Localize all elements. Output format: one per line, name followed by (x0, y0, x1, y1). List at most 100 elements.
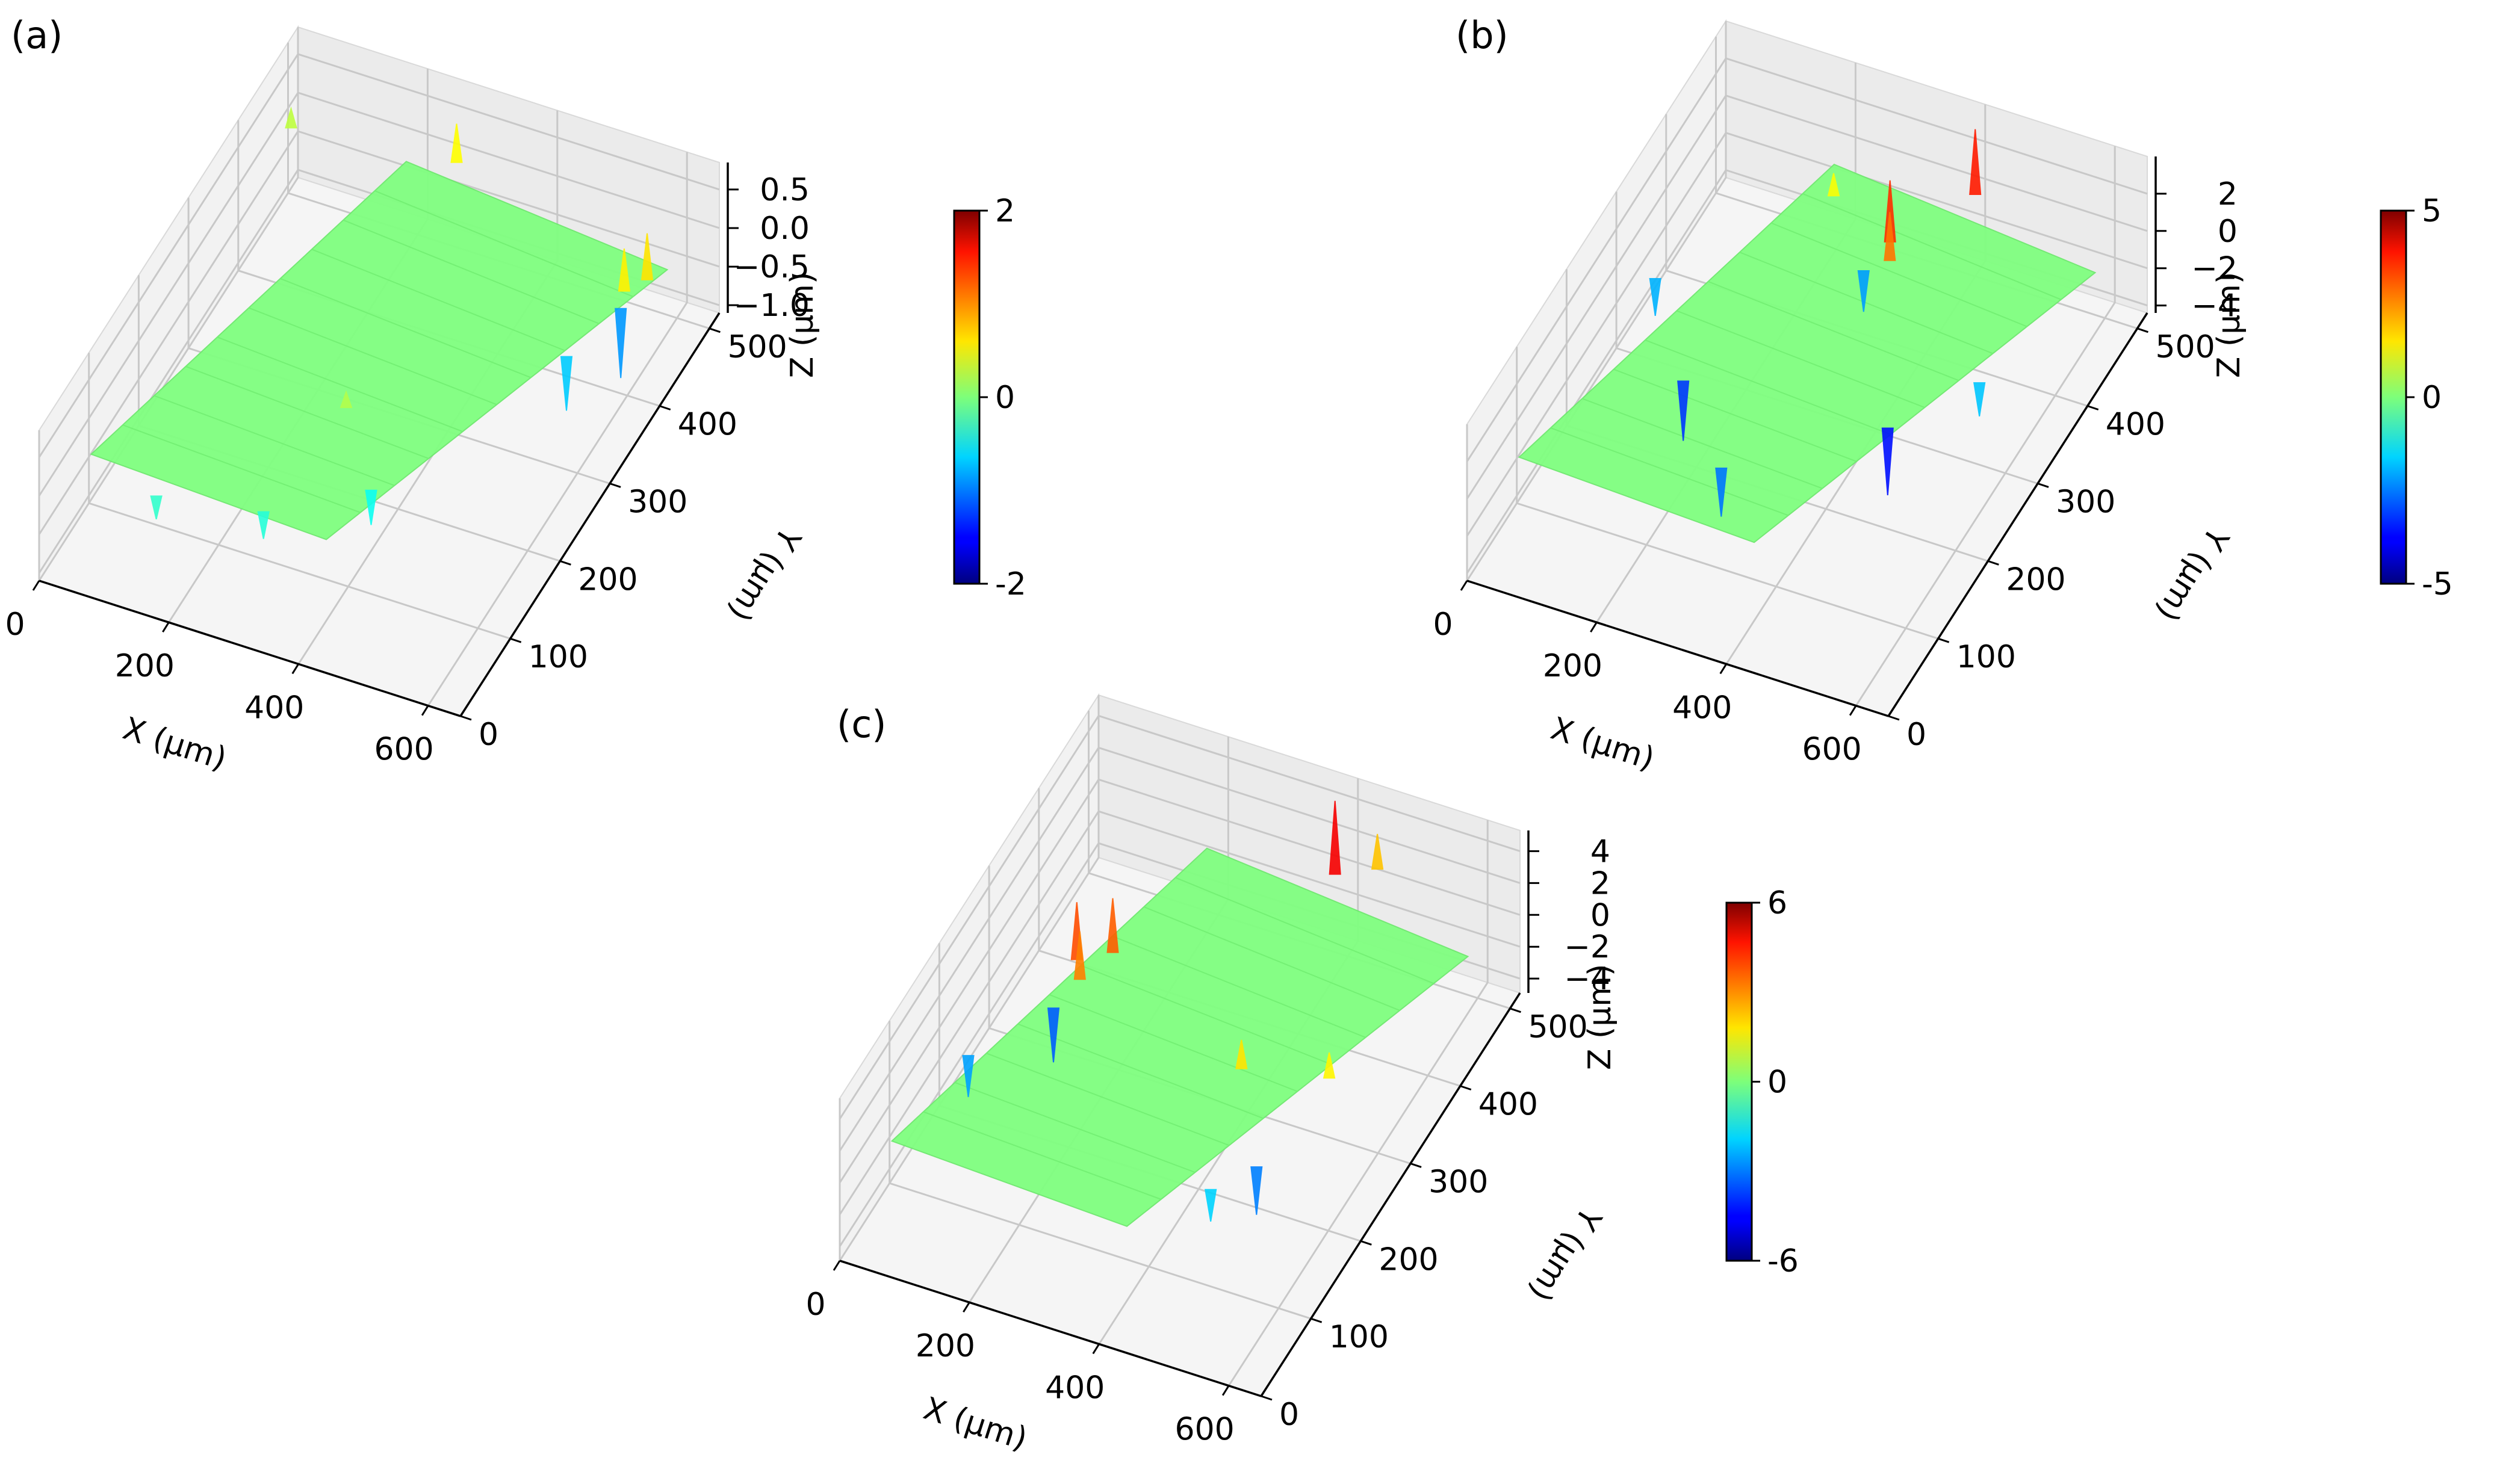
x-tick-label: 600 (374, 732, 434, 768)
y-tick (1987, 560, 1999, 566)
surface-spike (1973, 382, 1986, 416)
z-tick-label: 0 (1590, 897, 1610, 933)
y-tick (559, 560, 571, 566)
surface-mesh-line (954, 1081, 1196, 1173)
y-axis-line (459, 312, 721, 717)
z-tick-label: 2 (1590, 865, 1610, 901)
surface-mesh-line (1550, 427, 1788, 516)
grid-line-z (1466, 94, 2148, 499)
y-tick-label: 100 (1329, 1319, 1389, 1355)
surface-mesh-line (1112, 935, 1366, 1038)
z-tick-label: −2 (2191, 251, 2238, 287)
colorbar-tick-label: 5 (2422, 193, 2442, 229)
z-tick-label: 4 (1590, 833, 1610, 870)
grid-line-z (1466, 131, 2148, 537)
y-tick-label: 0 (1279, 1397, 1299, 1433)
grid-line-y (1615, 191, 2038, 484)
grid-line-z (839, 714, 1521, 1120)
x-tick-label: 200 (115, 648, 175, 684)
colorbar: 6 0 -6 (1725, 885, 1799, 1279)
x-tick-label: 600 (1175, 1412, 1235, 1448)
surface-mesh-line (1708, 280, 1959, 382)
surface-spike (1106, 898, 1119, 953)
x-axis-line (39, 580, 461, 717)
y-tick (2087, 405, 2099, 411)
grid-line-z (839, 810, 1521, 1216)
x-tick (291, 663, 300, 675)
surface-spike (1677, 380, 1690, 441)
surface-mesh-line (1739, 252, 1993, 354)
surface-spike (1715, 468, 1728, 517)
y-tick (1311, 1317, 1323, 1323)
y-tick-label: 200 (1379, 1241, 1438, 1278)
x-tick (1590, 622, 1598, 633)
y-tick-label: 0 (1906, 717, 1926, 753)
surface-mesh-line (1175, 877, 1435, 985)
z-tick-label: −2 (1564, 929, 1610, 965)
x-tick-label: 0 (5, 607, 25, 643)
colorbar-tick-label: 2 (995, 193, 1015, 229)
y-tick-label: 300 (1428, 1164, 1488, 1200)
y-axis-title: Y (μm) (721, 521, 807, 628)
panel-label: (b) (1456, 13, 1509, 57)
y-tick-label: 400 (2106, 407, 2165, 443)
colorbar: 2 0 -2 (953, 193, 1026, 602)
grid-line-z (38, 130, 720, 535)
surface-spike (1329, 800, 1341, 875)
x-tick-label: 400 (1672, 690, 1732, 726)
surface-spike (365, 489, 377, 525)
x-tick-label: 600 (1802, 732, 1862, 768)
grid-line-y (1516, 347, 1939, 640)
surface-spike (1250, 1166, 1263, 1215)
grid-line-z (38, 53, 720, 458)
surface-spike (615, 308, 627, 379)
y-tick-label: 200 (578, 561, 637, 598)
surface-spike (1047, 1007, 1060, 1063)
surface-spike (618, 248, 631, 292)
z-tick-label: −1.0 (734, 288, 810, 324)
y-tick (1360, 1240, 1372, 1246)
surface-mesh-line (1802, 193, 2062, 300)
surface-mesh-line (923, 1111, 1161, 1200)
surface-spike (285, 106, 297, 129)
colorbar-tick-label: 0 (1767, 1065, 1787, 1101)
z-axis-title: Z (μm) (784, 272, 820, 378)
y-axis-title: Y (μm) (1521, 1201, 1608, 1308)
surface-spike (1857, 270, 1870, 312)
surface-spike (1073, 931, 1086, 980)
colorbar-tick-label: 0 (995, 380, 1015, 416)
x-tick-label: 0 (805, 1287, 825, 1323)
panel-label: (a) (11, 13, 63, 57)
z-tick-label: 0 (2218, 214, 2238, 250)
y-tick (659, 405, 671, 411)
surface-mesh-line (1770, 222, 2027, 327)
x-tick (32, 580, 40, 591)
surface-mesh-line (1581, 398, 1823, 489)
surface-mesh-line (122, 424, 361, 513)
surface-spike (1827, 173, 1840, 197)
z-tick-label: −4 (1564, 961, 1610, 997)
z-tick-label: −0.5 (734, 249, 810, 285)
surface-spike (1323, 1052, 1336, 1079)
surface-spike (1884, 212, 1896, 261)
x-tick (1719, 663, 1728, 675)
x-tick-label: 400 (244, 690, 304, 726)
surface-spike (641, 233, 654, 280)
y-tick-label: 100 (1956, 639, 2016, 675)
surface (90, 161, 669, 540)
y-tick (1261, 1395, 1273, 1401)
y-axis-title: Y (μm) (2148, 521, 2235, 628)
surface-spike (1205, 1189, 1217, 1222)
x-tick-label: 200 (1543, 648, 1602, 684)
x-tick (833, 1260, 841, 1271)
surface-mesh-line (1645, 339, 1891, 435)
y-tick-label: 100 (529, 639, 588, 675)
x-tick (1849, 705, 1857, 716)
x-axis-line (839, 1260, 1262, 1397)
surface-mesh-line (154, 395, 395, 486)
surface-mesh-line (1143, 906, 1400, 1012)
grid-line-x (427, 152, 688, 706)
